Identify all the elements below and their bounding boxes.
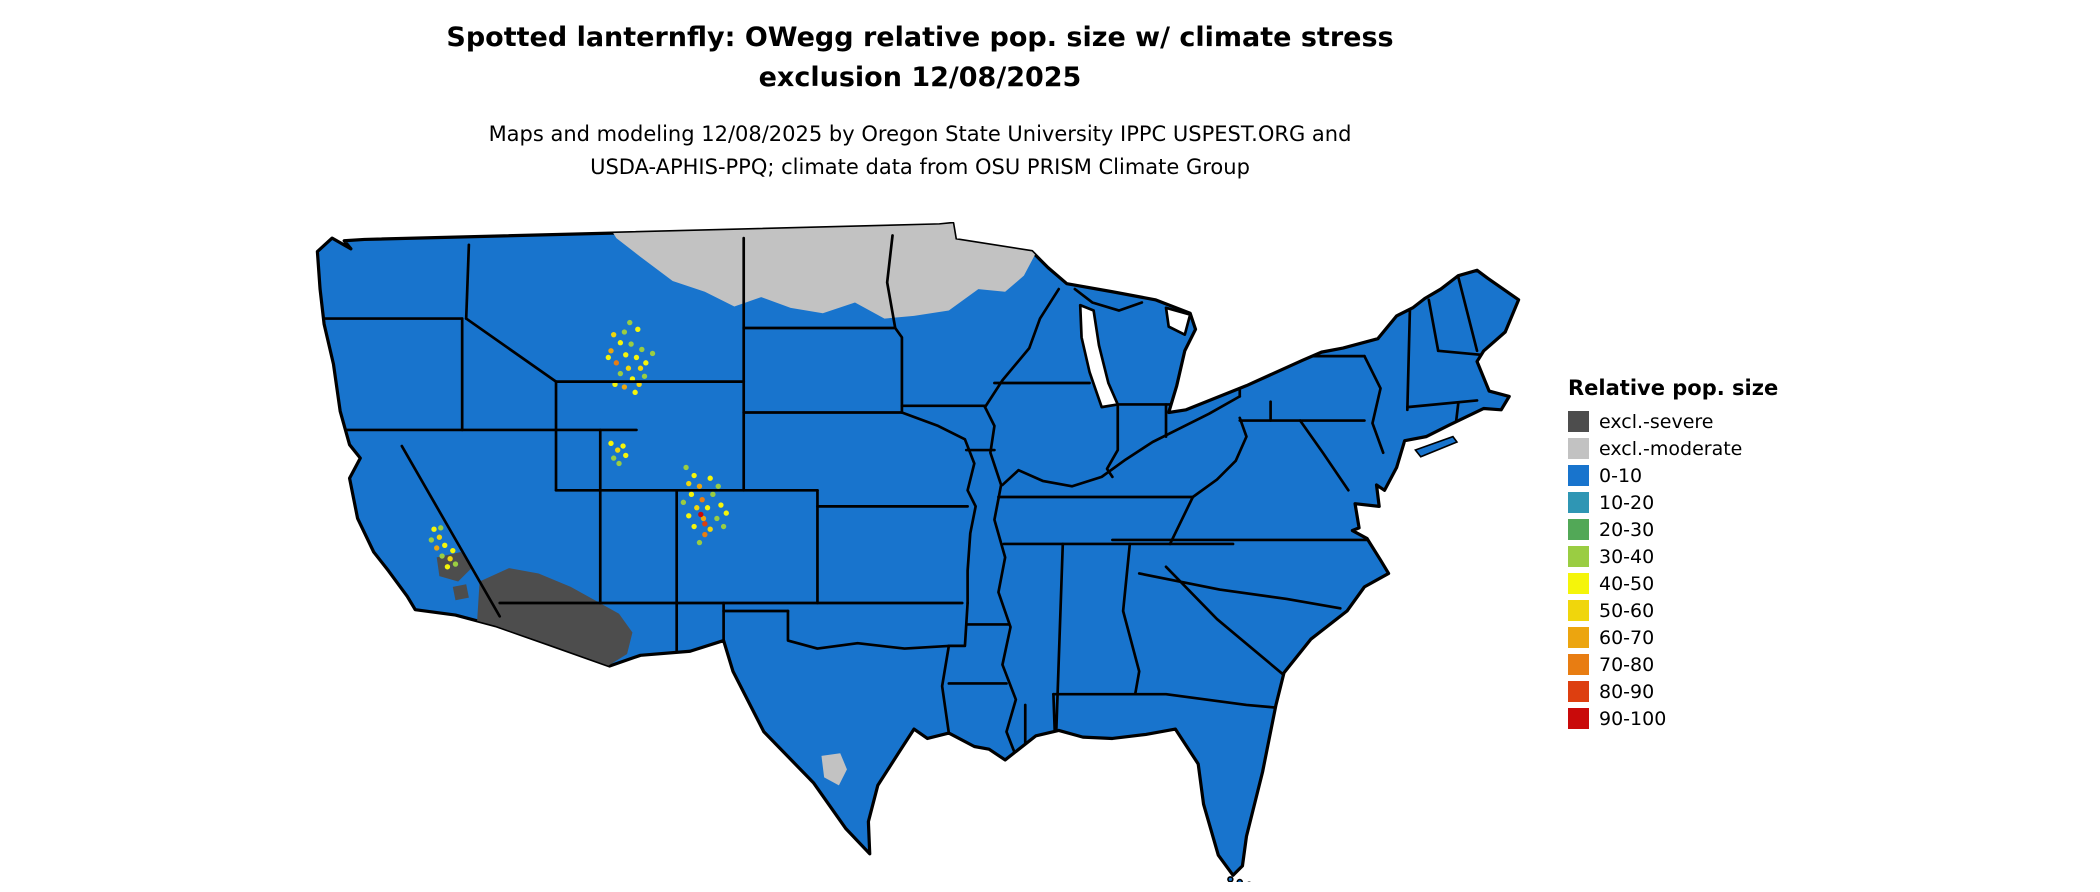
legend-item: 50-60 (1568, 599, 1778, 622)
legend-swatch-20-30 (1568, 519, 1589, 540)
legend-swatch-excl-moderate (1568, 438, 1589, 459)
legend-item: 30-40 (1568, 545, 1778, 568)
legend-label: 30-40 (1599, 545, 1655, 568)
legend-label: 0-10 (1599, 464, 1643, 487)
legend-swatch-90-100 (1568, 708, 1589, 729)
legend-label: 70-80 (1599, 653, 1655, 676)
legend-swatch-10-20 (1568, 492, 1589, 513)
legend-swatch-30-40 (1568, 546, 1589, 567)
lake-huron (1164, 306, 1192, 337)
exclusion-moderate-region (602, 223, 1049, 786)
lake-michigan (1078, 303, 1120, 409)
legend-label: 10-20 (1599, 491, 1655, 514)
legend-item: 90-100 (1568, 707, 1778, 730)
south-texas-exclusion (821, 753, 847, 786)
legend-swatch-80-90 (1568, 681, 1589, 702)
legend-swatch-60-70 (1568, 627, 1589, 648)
legend-label: 60-70 (1599, 626, 1655, 649)
offshore-islands (1227, 435, 1459, 882)
legend-item: 80-90 (1568, 680, 1778, 703)
map-subtitle: Maps and modeling 12/08/2025 by Oregon S… (0, 118, 1840, 184)
legend-title: Relative pop. size (1568, 376, 1779, 400)
legend-item: 60-70 (1568, 626, 1778, 649)
long-island (1414, 435, 1459, 458)
legend-item: excl.-moderate (1568, 437, 1778, 460)
legend-item: excl.-severe (1568, 410, 1778, 433)
legend-label: 90-100 (1599, 707, 1667, 730)
legend-label: 50-60 (1599, 599, 1655, 622)
map-title-line1: Spotted lanternfly: OWegg relative pop. … (446, 22, 1394, 53)
us-map (315, 222, 1521, 882)
great-lakes (1078, 303, 1192, 409)
florida-keys (1227, 876, 1234, 882)
map-title: Spotted lanternfly: OWegg relative pop. … (0, 18, 1840, 98)
state-borders (317, 234, 1483, 758)
legend-item: 20-30 (1568, 518, 1778, 541)
legend-swatch-40-50 (1568, 573, 1589, 594)
legend-label: excl.-severe (1599, 410, 1714, 433)
legend-label: excl.-moderate (1599, 437, 1743, 460)
legend-item: 70-80 (1568, 653, 1778, 676)
legend-label: 20-30 (1599, 518, 1655, 541)
legend: Relative pop. size excl.-severe excl.-mo… (1568, 376, 1778, 735)
legend-swatch-0-10 (1568, 465, 1589, 486)
map-subtitle-line1: Maps and modeling 12/08/2025 by Oregon S… (488, 122, 1352, 146)
map-title-line2: exclusion 12/08/2025 (758, 62, 1082, 93)
hotspot-dots (428, 319, 729, 570)
legend-item: 0-10 (1568, 464, 1778, 487)
legend-swatch-50-60 (1568, 600, 1589, 621)
map-subtitle-line2: USDA-APHIS-PPQ; climate data from OSU PR… (590, 155, 1250, 179)
legend-item: 10-20 (1568, 491, 1778, 514)
legend-swatch-70-80 (1568, 654, 1589, 675)
legend-label: 80-90 (1599, 680, 1655, 703)
legend-swatch-excl-severe (1568, 411, 1589, 432)
legend-item: 40-50 (1568, 572, 1778, 595)
legend-label: 40-50 (1599, 572, 1655, 595)
us-landmass (315, 222, 1521, 877)
